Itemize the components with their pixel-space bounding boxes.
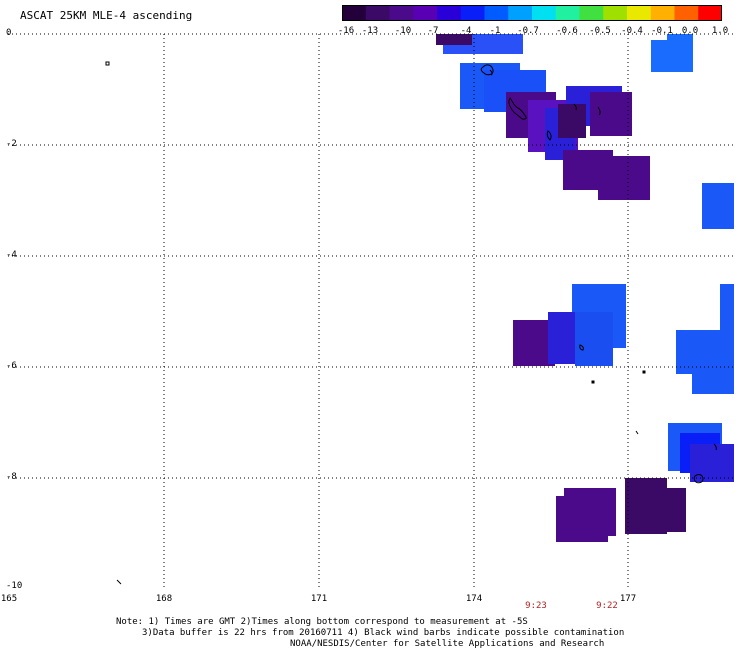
color-scale-label: -10: [394, 26, 412, 36]
color-scale-label: -0.6: [556, 26, 578, 36]
swath-block: [436, 34, 472, 45]
swath-block: [720, 284, 734, 330]
color-scale-label: -7: [427, 26, 439, 36]
color-scale-segment: [650, 5, 676, 21]
color-scale-segment: [342, 5, 367, 21]
longitude-tick-label: 165: [0, 594, 18, 604]
swath-block: [590, 92, 632, 136]
footnote-line-2: 3)Data buffer is 22 hrs from 20160711 4)…: [142, 628, 625, 638]
color-scale-segment: [627, 5, 652, 21]
footnote-line-3: NOAA/NESDIS/Center for Satellite Applica…: [290, 639, 605, 649]
time-label: 9:22: [596, 601, 618, 611]
color-scale-bar: [342, 5, 722, 21]
color-scale-segment: [365, 5, 391, 21]
footnote-line-1: Note: 1) Times are GMT 2)Times along bot…: [116, 617, 528, 627]
swath-block: [702, 183, 734, 229]
longitude-tick-label: 177: [619, 594, 637, 604]
longitude-tick-label: 168: [155, 594, 173, 604]
color-scale-label: -13: [361, 26, 379, 36]
color-scale-label: -0.4: [621, 26, 643, 36]
color-scale-segment: [437, 5, 462, 21]
swath-block: [632, 488, 686, 532]
backscatter-swaths: [436, 34, 734, 542]
color-scale-label: 0.0: [681, 26, 699, 36]
color-scale-label: 1.0: [711, 26, 729, 36]
swath-block: [575, 312, 613, 366]
map-title: ASCAT 25KM MLE-4 ascending: [20, 9, 193, 22]
time-label: 9:23: [525, 601, 547, 611]
swath-block: [564, 488, 616, 536]
color-scale-segment: [674, 5, 699, 21]
latitude-tick-label: -4: [6, 250, 17, 260]
color-scale-label: -0.1: [651, 26, 673, 36]
color-scale-segment: [460, 5, 486, 21]
color-scale-label: -1: [489, 26, 501, 36]
color-scale-label: -0.7: [517, 26, 539, 36]
color-scale-label: -0.5: [589, 26, 611, 36]
color-scale-segment: [579, 5, 604, 21]
color-scale-segment: [389, 5, 414, 21]
swath-block: [598, 156, 650, 200]
color-scale-segment: [603, 5, 628, 21]
latitude-tick-label: -10: [6, 581, 23, 591]
color-scale-segment: [532, 5, 557, 21]
coastlines: [105, 61, 717, 585]
latitude-tick-label: -6: [6, 361, 17, 371]
color-scale-border: [342, 5, 722, 21]
color-scale-segment: [484, 5, 509, 21]
latitude-tick-label: -2: [6, 139, 17, 149]
latitude-tick-label: 0: [6, 28, 12, 38]
color-scale-segment: [555, 5, 581, 21]
color-scale-label: -4: [460, 26, 472, 36]
color-scale-label: -16: [337, 26, 355, 36]
longitude-tick-label: 174: [465, 594, 483, 604]
latitude-tick-label: -8: [6, 472, 17, 482]
swath-block: [690, 444, 734, 482]
swath-block: [651, 40, 693, 72]
longitude-tick-label: 171: [310, 594, 328, 604]
color-scale-segment: [698, 5, 722, 21]
swath-block: [558, 104, 586, 138]
color-scale-segment: [413, 5, 438, 21]
lat-lon-grid: [8, 33, 736, 589]
color-scale-segment: [508, 5, 533, 21]
